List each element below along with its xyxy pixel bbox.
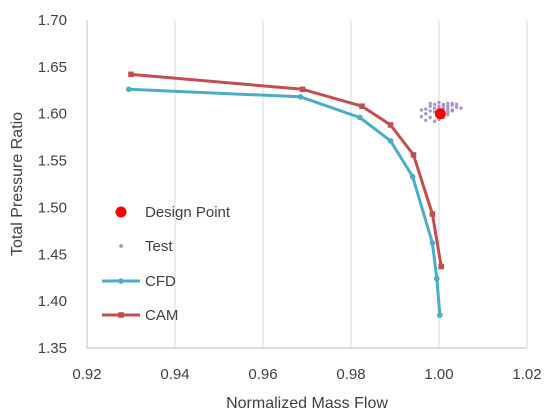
y-tick-label: 1.40 (38, 293, 67, 310)
y-tick-label: 1.55 (38, 153, 67, 170)
x-tick-label: 0.94 (160, 366, 189, 383)
legend: Design Point Test CFD CAM (102, 204, 231, 324)
legend-label: Design Point (145, 204, 231, 221)
test-point (450, 108, 454, 112)
x-axis-label: Normalized Mass Flow (226, 395, 388, 412)
test-point (454, 105, 459, 109)
cfd-point (437, 312, 443, 319)
legend-cam-marker (118, 312, 124, 318)
test-point (432, 106, 437, 110)
legend-test-marker (119, 244, 123, 248)
y-tick-label: 1.50 (38, 199, 67, 216)
legend-cfd-marker (118, 278, 124, 284)
x-tick-label: 1.00 (424, 366, 453, 383)
cfd-point (126, 86, 132, 93)
test-point (424, 107, 428, 111)
grid-lines (174, 20, 528, 348)
test-point (424, 112, 428, 116)
y-tick-label: 1.45 (38, 246, 67, 263)
cam-line (130, 72, 443, 267)
tick-labels: 0.92 0.94 0.96 0.98 1.00 1.02 1.35 1.40 1.45 1.50… (38, 12, 542, 383)
x-tick-label: 0.96 (248, 366, 277, 383)
test-point (419, 108, 424, 112)
test-point (419, 114, 424, 119)
test-point (459, 106, 463, 110)
cam-point (410, 152, 417, 158)
legend-label: CAM (145, 307, 178, 324)
cfd-point (429, 240, 436, 246)
test-point (446, 104, 450, 108)
y-axis-label: Total Pressure Ratio (9, 112, 26, 256)
cam-point (359, 103, 365, 110)
y-tick-label: 1.65 (38, 59, 67, 76)
test-point (446, 110, 450, 114)
y-tick-label: 1.70 (38, 12, 67, 29)
test-point (446, 101, 450, 106)
test-point (432, 119, 437, 123)
cfd-point (387, 138, 394, 144)
y-tick-label: 1.35 (38, 340, 67, 357)
cam-point (299, 86, 306, 93)
cfd-point (409, 173, 416, 180)
test-point (428, 101, 432, 106)
test-point (450, 101, 454, 106)
cfd-point (434, 275, 440, 282)
test-point (428, 104, 432, 108)
cam-point (429, 211, 436, 217)
test-point (446, 112, 450, 117)
cfd-point (357, 114, 363, 121)
test-point (424, 118, 428, 122)
y-tick-label: 1.60 (38, 106, 67, 123)
test-point (454, 102, 459, 107)
legend-label: CFD (145, 273, 176, 290)
legend-design-point-marker (115, 206, 127, 218)
test-point (428, 115, 432, 120)
axes (86, 20, 527, 349)
test-point (437, 100, 441, 105)
x-tick-label: 0.92 (72, 366, 101, 383)
cam-point (438, 263, 444, 270)
test-point (437, 104, 441, 108)
cfd-point (297, 94, 304, 100)
test-point (428, 109, 432, 113)
legend-label: Test (145, 238, 173, 255)
test-point (446, 107, 450, 111)
test-point (432, 102, 437, 107)
test-point (441, 103, 446, 107)
cam-point (128, 71, 134, 78)
design-point-marker (434, 108, 446, 120)
cam-point (387, 122, 394, 128)
plot-series (126, 71, 463, 319)
x-tick-label: 0.98 (336, 366, 365, 383)
x-tick-label: 1.02 (512, 366, 541, 383)
cfd-line (128, 87, 442, 316)
